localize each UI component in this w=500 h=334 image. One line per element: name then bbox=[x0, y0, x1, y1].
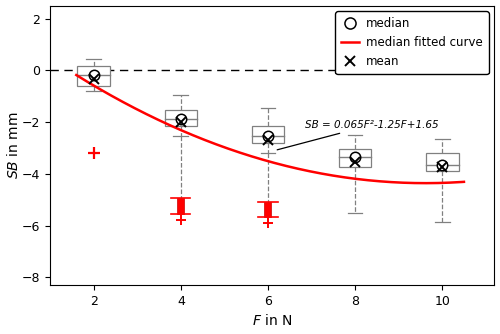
Bar bbox=[164, 111, 197, 126]
X-axis label: $\mathit{F}$ in N: $\mathit{F}$ in N bbox=[252, 313, 292, 328]
Bar bbox=[264, 202, 272, 216]
Bar bbox=[178, 198, 184, 214]
Bar bbox=[338, 149, 372, 167]
Y-axis label: $\mathit{SB}$ in mm: $\mathit{SB}$ in mm bbox=[6, 112, 20, 179]
Text: SB = 0.065F²-1.25F+1.65: SB = 0.065F²-1.25F+1.65 bbox=[277, 120, 438, 150]
Bar bbox=[78, 66, 110, 86]
Legend: median, median fitted curve, mean: median, median fitted curve, mean bbox=[335, 11, 488, 74]
Bar bbox=[252, 126, 284, 143]
Bar bbox=[426, 153, 458, 171]
